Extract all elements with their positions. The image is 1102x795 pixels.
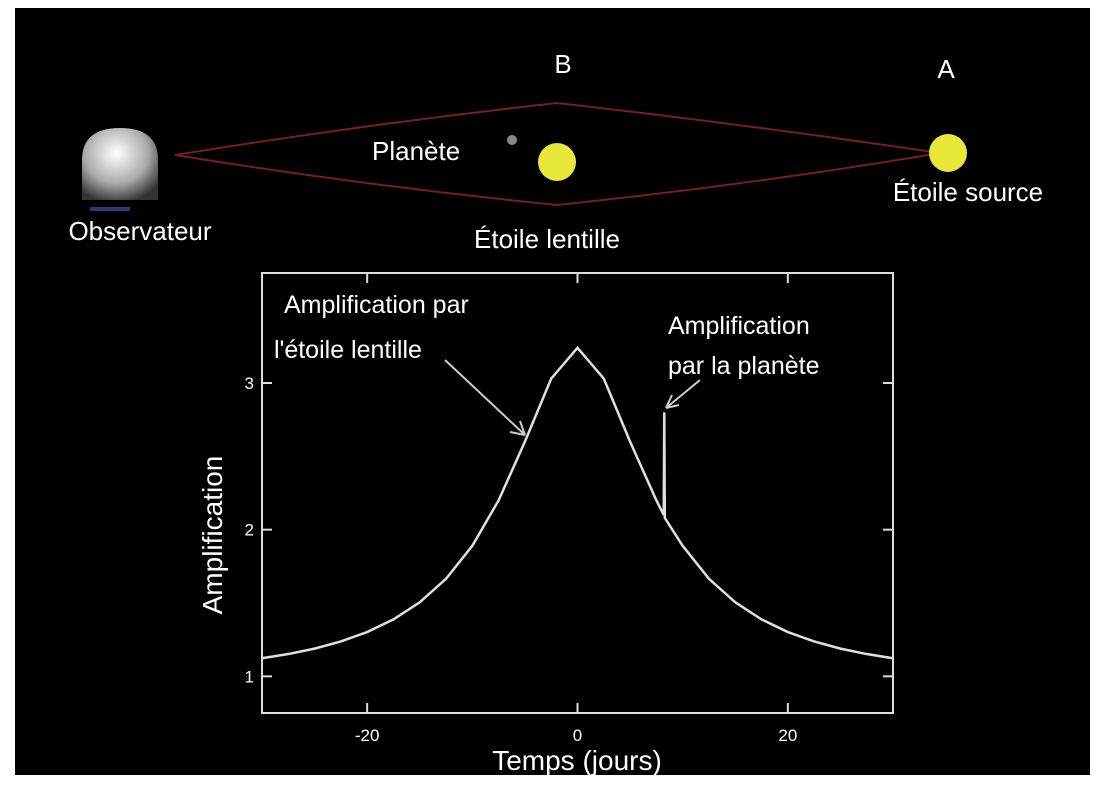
annotation: Amplification par (284, 291, 469, 319)
arrow (444, 359, 526, 436)
source-star (929, 134, 967, 172)
observer-base (90, 207, 130, 211)
arrow (665, 379, 701, 409)
x-tick-label: -20 (355, 726, 380, 745)
label-b: B (554, 49, 571, 79)
light-path (174, 101, 941, 156)
source-star-label: Étoile source (893, 177, 1043, 207)
label-a: A (937, 54, 955, 84)
annotation: par la planète (668, 352, 820, 380)
light-path (174, 152, 941, 207)
x-axis-label: Temps (jours) (492, 745, 662, 776)
observer-label: Observateur (68, 216, 211, 246)
y-axis-label: Amplification (197, 456, 228, 615)
x-tick-label: 0 (573, 726, 582, 745)
planet-label: Planète (372, 136, 460, 166)
lens-star (538, 143, 576, 181)
annotation: l'étoile lentille (274, 336, 422, 364)
y-tick-label: 3 (245, 374, 254, 393)
light-curve (261, 345, 894, 660)
planet (507, 135, 517, 145)
y-tick-label: 1 (245, 667, 254, 686)
observer-dome (82, 128, 158, 200)
annotation: Amplification (668, 312, 810, 340)
background (15, 8, 1090, 775)
annotation-bg (268, 282, 508, 362)
x-tick-label: 20 (778, 726, 797, 745)
lens-star-label: Étoile lentille (474, 224, 620, 254)
y-tick-label: 2 (245, 521, 254, 540)
annotation-bg (664, 300, 889, 380)
